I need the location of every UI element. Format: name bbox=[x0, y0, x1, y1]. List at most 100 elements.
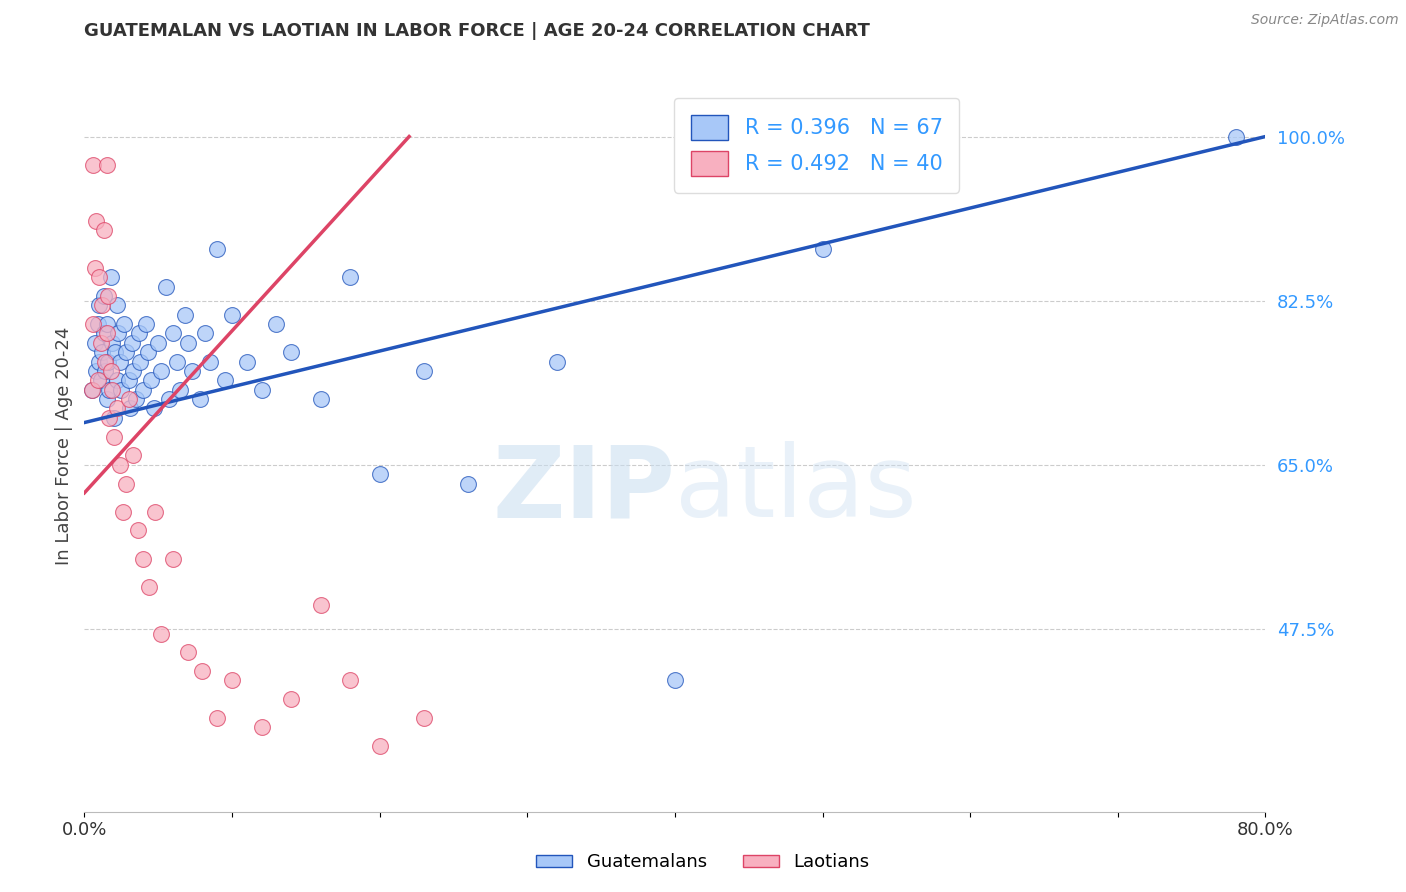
Point bbox=[191, 664, 214, 678]
Point bbox=[309, 392, 332, 406]
Point bbox=[339, 673, 361, 688]
Point bbox=[90, 373, 112, 387]
Point bbox=[84, 364, 107, 378]
Point bbox=[89, 354, 111, 368]
Point bbox=[82, 317, 104, 331]
Text: GUATEMALAN VS LAOTIAN IN LABOR FORCE | AGE 20-24 CORRELATION CHART: GUATEMALAN VS LAOTIAN IN LABOR FORCE | A… bbox=[84, 22, 870, 40]
Point bbox=[250, 720, 273, 734]
Point bbox=[198, 354, 221, 368]
Point bbox=[413, 364, 436, 378]
Point bbox=[100, 270, 122, 285]
Point bbox=[110, 383, 132, 397]
Point bbox=[177, 645, 200, 659]
Point bbox=[107, 326, 129, 341]
Point bbox=[214, 373, 236, 387]
Point bbox=[112, 317, 135, 331]
Point bbox=[177, 335, 200, 350]
Point bbox=[105, 401, 128, 416]
Point bbox=[546, 354, 568, 368]
Point bbox=[181, 364, 204, 378]
Point bbox=[148, 335, 170, 350]
Text: atlas: atlas bbox=[675, 442, 917, 539]
Point bbox=[105, 373, 128, 387]
Point bbox=[96, 317, 118, 331]
Point bbox=[155, 279, 177, 293]
Point bbox=[96, 326, 118, 341]
Point bbox=[127, 524, 149, 538]
Point bbox=[97, 289, 120, 303]
Point bbox=[205, 711, 228, 725]
Point bbox=[122, 449, 145, 463]
Point bbox=[104, 345, 127, 359]
Point bbox=[169, 383, 191, 397]
Text: Source: ZipAtlas.com: Source: ZipAtlas.com bbox=[1251, 13, 1399, 28]
Point bbox=[166, 354, 188, 368]
Point bbox=[309, 599, 332, 613]
Point bbox=[132, 383, 155, 397]
Point bbox=[188, 392, 211, 406]
Point bbox=[80, 383, 103, 397]
Point bbox=[89, 270, 111, 285]
Point bbox=[108, 354, 131, 368]
Point bbox=[339, 270, 361, 285]
Point bbox=[108, 458, 131, 472]
Point bbox=[93, 223, 115, 237]
Point bbox=[83, 335, 105, 350]
Point bbox=[1225, 129, 1247, 144]
Point bbox=[236, 354, 259, 368]
Point bbox=[150, 364, 173, 378]
Point bbox=[664, 673, 686, 688]
Point bbox=[86, 373, 108, 387]
Point bbox=[413, 711, 436, 725]
Point bbox=[139, 373, 162, 387]
Point bbox=[97, 354, 120, 368]
Point bbox=[91, 298, 114, 312]
Point bbox=[98, 383, 121, 397]
Point bbox=[368, 739, 391, 753]
Point bbox=[142, 401, 165, 416]
Point bbox=[135, 317, 157, 331]
Point bbox=[264, 317, 288, 331]
Point bbox=[103, 429, 125, 443]
Point bbox=[125, 392, 148, 406]
Point bbox=[90, 335, 112, 350]
Point bbox=[280, 692, 302, 706]
Point bbox=[205, 242, 228, 256]
Point bbox=[122, 364, 145, 378]
Legend: R = 0.396   N = 67, R = 0.492   N = 40: R = 0.396 N = 67, R = 0.492 N = 40 bbox=[673, 98, 959, 193]
Point bbox=[105, 298, 128, 312]
Point bbox=[811, 242, 834, 256]
Point bbox=[80, 383, 103, 397]
Point bbox=[221, 308, 243, 322]
Point bbox=[93, 326, 115, 341]
Point bbox=[368, 467, 391, 482]
Point bbox=[132, 551, 155, 566]
Point bbox=[94, 354, 117, 368]
Legend: Guatemalans, Laotians: Guatemalans, Laotians bbox=[529, 847, 877, 879]
Point bbox=[82, 158, 104, 172]
Point bbox=[162, 551, 184, 566]
Point bbox=[114, 476, 136, 491]
Point bbox=[101, 335, 124, 350]
Point bbox=[118, 392, 141, 406]
Point bbox=[129, 354, 152, 368]
Point bbox=[118, 373, 141, 387]
Point bbox=[86, 317, 108, 331]
Point bbox=[84, 214, 107, 228]
Point bbox=[94, 364, 117, 378]
Point bbox=[136, 345, 159, 359]
Point bbox=[83, 260, 105, 275]
Point bbox=[89, 298, 111, 312]
Point bbox=[157, 392, 180, 406]
Point bbox=[98, 410, 121, 425]
Point bbox=[120, 401, 142, 416]
Point bbox=[96, 392, 118, 406]
Point bbox=[103, 410, 125, 425]
Point bbox=[162, 326, 184, 341]
Point bbox=[221, 673, 243, 688]
Point bbox=[143, 505, 166, 519]
Point bbox=[96, 158, 118, 172]
Point bbox=[128, 326, 150, 341]
Point bbox=[93, 289, 115, 303]
Point bbox=[280, 345, 302, 359]
